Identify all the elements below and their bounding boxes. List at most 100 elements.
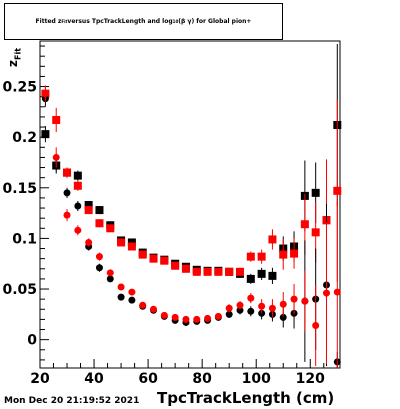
data-point-circle bbox=[150, 305, 158, 313]
x-tick-label: 20 bbox=[30, 371, 50, 387]
plot-border bbox=[39, 40, 341, 369]
plot-frame bbox=[39, 40, 341, 369]
data-point-circle bbox=[63, 189, 71, 197]
data-point-square bbox=[138, 250, 147, 259]
data-point-circle bbox=[117, 293, 125, 301]
data-point-circle bbox=[182, 315, 190, 323]
data-point-square bbox=[41, 130, 50, 139]
data-point-square bbox=[257, 252, 266, 261]
data-point-circle bbox=[85, 238, 93, 246]
data-point-square bbox=[300, 220, 309, 229]
data-point-circle bbox=[139, 301, 147, 309]
data-point-circle bbox=[74, 202, 82, 210]
timestamp-footer: Mon Dec 20 21:19:52 2021 bbox=[4, 396, 140, 406]
data-point-circle bbox=[279, 300, 287, 308]
x-tick-label: 40 bbox=[84, 371, 104, 387]
data-point-circle bbox=[312, 321, 320, 329]
data-point-circle bbox=[214, 312, 222, 320]
data-point-square bbox=[171, 261, 180, 270]
x-tick-label: 60 bbox=[138, 371, 158, 387]
data-point-square bbox=[84, 201, 93, 210]
data-point-circle bbox=[225, 310, 233, 318]
data-point-square bbox=[149, 254, 158, 263]
series-3 bbox=[41, 85, 341, 368]
data-point-circle bbox=[160, 311, 168, 319]
data-point-square bbox=[160, 256, 169, 265]
data-point-square bbox=[246, 252, 255, 261]
data-point-circle bbox=[171, 313, 179, 321]
data-point-square bbox=[203, 267, 212, 276]
data-point-square bbox=[73, 181, 82, 190]
y-tick-label: 0.05 bbox=[2, 282, 37, 298]
data-point-square bbox=[225, 267, 234, 276]
y-tick-label: 0 bbox=[27, 333, 37, 349]
title-sub1: Fit bbox=[61, 19, 68, 24]
y-axis-label: zFit bbox=[6, 47, 24, 67]
chart-title: Fitted z Fit versus TpcTrackLength and lo… bbox=[4, 3, 283, 40]
data-point-square bbox=[192, 267, 201, 276]
data-point-square bbox=[268, 235, 277, 244]
data-point-circle bbox=[63, 211, 71, 219]
data-point-square bbox=[214, 267, 223, 276]
data-point-square bbox=[73, 171, 82, 180]
data-point-circle bbox=[333, 288, 341, 296]
data-point-square bbox=[279, 250, 288, 259]
x-tick-label: 120 bbox=[296, 371, 325, 387]
title-post: (β γ) for Global pion+ bbox=[178, 18, 252, 25]
y-axis-label-sub: Fit bbox=[13, 47, 23, 61]
data-point-circle bbox=[258, 302, 266, 310]
data-point-circle bbox=[236, 301, 244, 309]
data-point-circle bbox=[193, 315, 201, 323]
x-axis-label: TpcTrackLength (cm) bbox=[157, 389, 335, 407]
data-point-circle bbox=[106, 275, 114, 283]
data-point-square bbox=[311, 188, 320, 197]
data-point-square bbox=[246, 274, 255, 283]
data-point-circle bbox=[74, 226, 82, 234]
data-point-square bbox=[95, 206, 104, 215]
data-point-square bbox=[117, 238, 126, 247]
data-point-circle bbox=[128, 288, 136, 296]
data-point-circle bbox=[290, 295, 298, 303]
y-tick-label: 0.15 bbox=[2, 181, 37, 197]
data-point-square bbox=[311, 228, 320, 237]
data-point-circle bbox=[225, 304, 233, 312]
data-point-circle bbox=[247, 294, 255, 302]
y-tick-label: 0.2 bbox=[12, 130, 37, 146]
data-point-circle bbox=[301, 297, 309, 305]
data-point-square bbox=[52, 115, 61, 124]
data-point-circle bbox=[52, 153, 60, 161]
axes: 20 40 60 80 100 120 0 0.05 0.1 0.15 0.2 0.25 bbox=[2, 45, 338, 387]
data-point-square bbox=[84, 206, 93, 215]
data-point-circle bbox=[95, 264, 103, 272]
data-marks bbox=[41, 44, 342, 368]
data-point-circle bbox=[106, 269, 114, 277]
data-point-square bbox=[181, 264, 190, 273]
data-point-square bbox=[95, 219, 104, 228]
x-tick-label: 80 bbox=[192, 371, 212, 387]
data-point-circle bbox=[204, 314, 212, 322]
data-point-square bbox=[127, 242, 136, 251]
y-tick-label: 0.25 bbox=[2, 80, 37, 96]
x-tick-label: 100 bbox=[242, 371, 271, 387]
y-axis-label-main: z bbox=[6, 60, 20, 67]
data-point-circle bbox=[322, 289, 330, 297]
series-1 bbox=[41, 85, 342, 282]
data-point-circle bbox=[236, 306, 244, 314]
y-tick-label: 0.1 bbox=[12, 231, 37, 247]
title-pre: Fitted z bbox=[35, 18, 62, 25]
data-point-square bbox=[106, 224, 115, 233]
title-mid: versus TpcTrackLength and log bbox=[67, 18, 173, 25]
data-point-circle bbox=[41, 90, 49, 98]
data-point-circle bbox=[279, 313, 287, 321]
data-point-square bbox=[290, 249, 299, 258]
data-point-circle bbox=[128, 296, 136, 304]
series-2 bbox=[41, 90, 341, 368]
data-point-square bbox=[333, 186, 342, 195]
data-point-square bbox=[257, 269, 266, 278]
data-point-square bbox=[268, 271, 277, 280]
data-point-square bbox=[236, 267, 244, 276]
data-point-circle bbox=[117, 283, 125, 291]
data-point-square bbox=[63, 168, 72, 177]
data-point-circle bbox=[95, 253, 103, 261]
